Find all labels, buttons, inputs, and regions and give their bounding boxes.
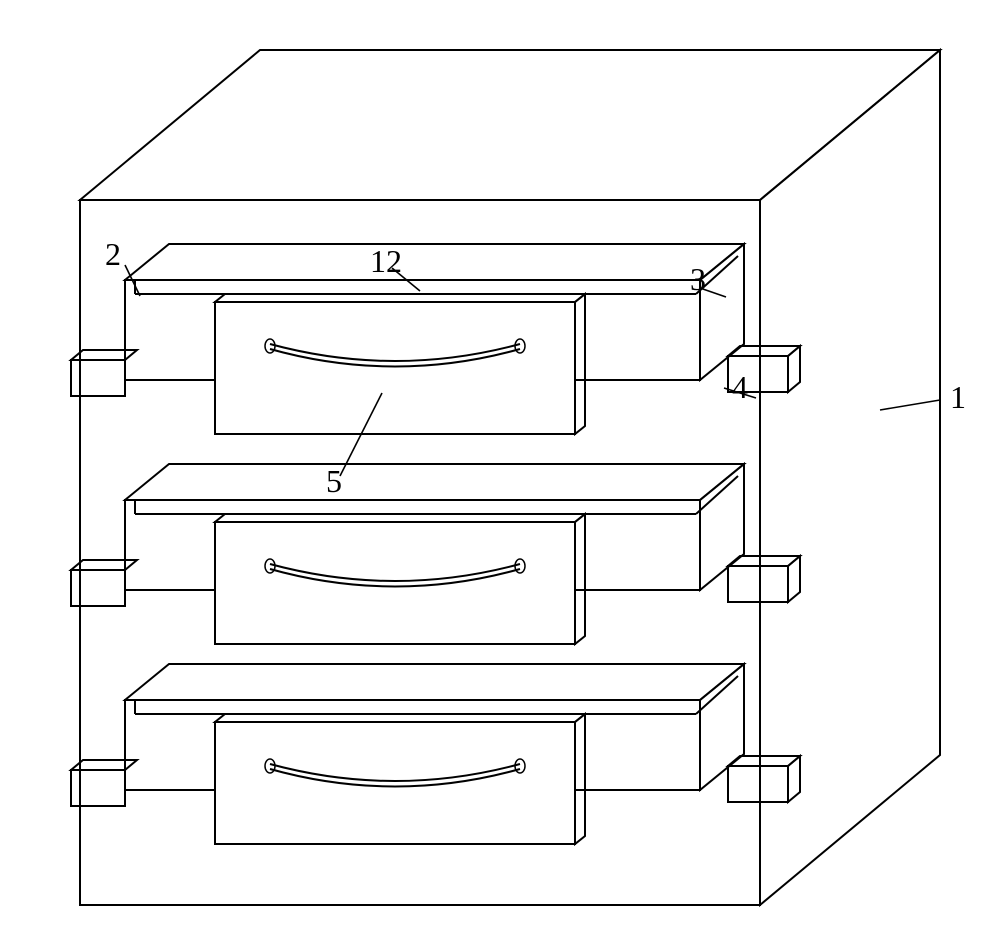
leader-l1 <box>880 400 940 410</box>
drawer-tab-right <box>728 566 788 602</box>
label-l12: 12 <box>370 243 402 279</box>
drawer-face <box>215 722 575 844</box>
drawer-face <box>215 302 575 434</box>
label-l1: 1 <box>950 379 966 415</box>
drawer-2 <box>71 664 800 844</box>
drawer-face <box>215 522 575 644</box>
label-l5: 5 <box>326 463 342 499</box>
label-l3: 3 <box>690 261 706 297</box>
cabinet-top <box>80 50 940 200</box>
label-l2: 2 <box>105 236 121 272</box>
label-l4: 4 <box>732 369 748 405</box>
drawer-tab-right <box>728 766 788 802</box>
drawer-1 <box>71 464 800 644</box>
diagram-canvas: 1234512 <box>0 0 1000 933</box>
